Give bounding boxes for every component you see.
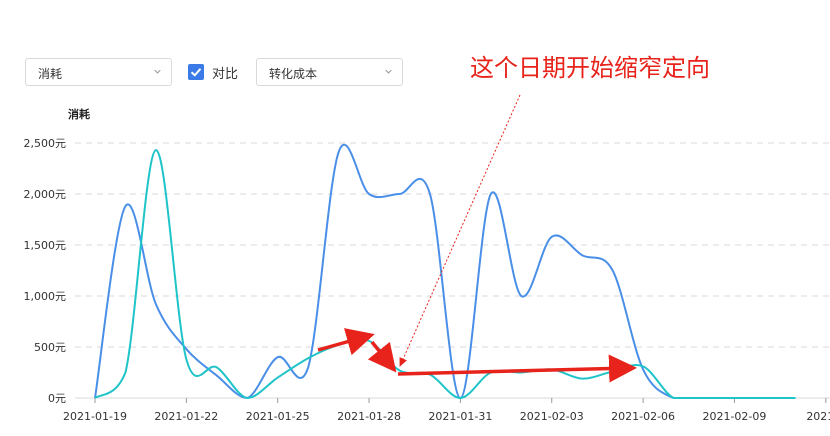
y-tick-label: 1,500元 <box>24 239 67 252</box>
x-tick-label: 2021-01-28 <box>337 410 401 423</box>
y-tick-label: 500元 <box>34 341 66 354</box>
series-compare-line <box>94 149 796 400</box>
series-lines <box>94 143 796 400</box>
x-tick-label: 2021-01-25 <box>246 410 310 423</box>
compare-label: 对比 <box>212 67 239 82</box>
y-tick-label: 2,000元 <box>24 188 67 201</box>
y-axis-labels: 0元 500元 1,000元 1,500元 2,000元 2,500元 <box>24 137 67 405</box>
x-tick-label: 2021-02-06 <box>611 410 675 423</box>
x-axis-labels: 2021-01-19 2021-01-22 2021-01-25 2021-01-28… <box>63 398 830 423</box>
compare-checkbox[interactable] <box>188 64 204 80</box>
x-tick-label: 2021-02-09 <box>702 410 766 423</box>
y-tick-label: 1,000元 <box>24 290 67 303</box>
annotation-text: 这个日期开始缩窄定向 <box>470 54 710 82</box>
y-tick-label: 2,500元 <box>24 137 67 150</box>
y-axis-title: 消耗 <box>68 108 90 121</box>
check-icon <box>190 68 202 77</box>
annotation-pointer <box>399 94 521 367</box>
y-tick-label: 0元 <box>48 392 66 405</box>
compare-select-value: 转化成本 <box>269 67 318 81</box>
chevron-down-icon <box>385 69 392 74</box>
x-tick-label: 2021-01-31 <box>428 410 492 423</box>
metric-select-value: 消耗 <box>38 67 63 81</box>
metric-select[interactable]: 消耗 <box>25 58 172 86</box>
x-tick-label: 2021-0 <box>806 410 830 423</box>
series-primary-line <box>94 143 796 400</box>
x-tick-label: 2021-01-19 <box>63 410 127 423</box>
annotation-arrows <box>317 94 637 383</box>
grid <box>75 142 830 399</box>
trend-arrow-flat <box>397 354 637 383</box>
trend-arrow-down <box>367 340 397 373</box>
chevron-down-icon <box>154 69 161 74</box>
trend-arrow-up <box>317 328 375 356</box>
x-tick-label: 2021-01-22 <box>154 410 218 423</box>
compare-metric-select[interactable]: 转化成本 <box>256 58 403 86</box>
x-tick-label: 2021-02-03 <box>520 410 584 423</box>
